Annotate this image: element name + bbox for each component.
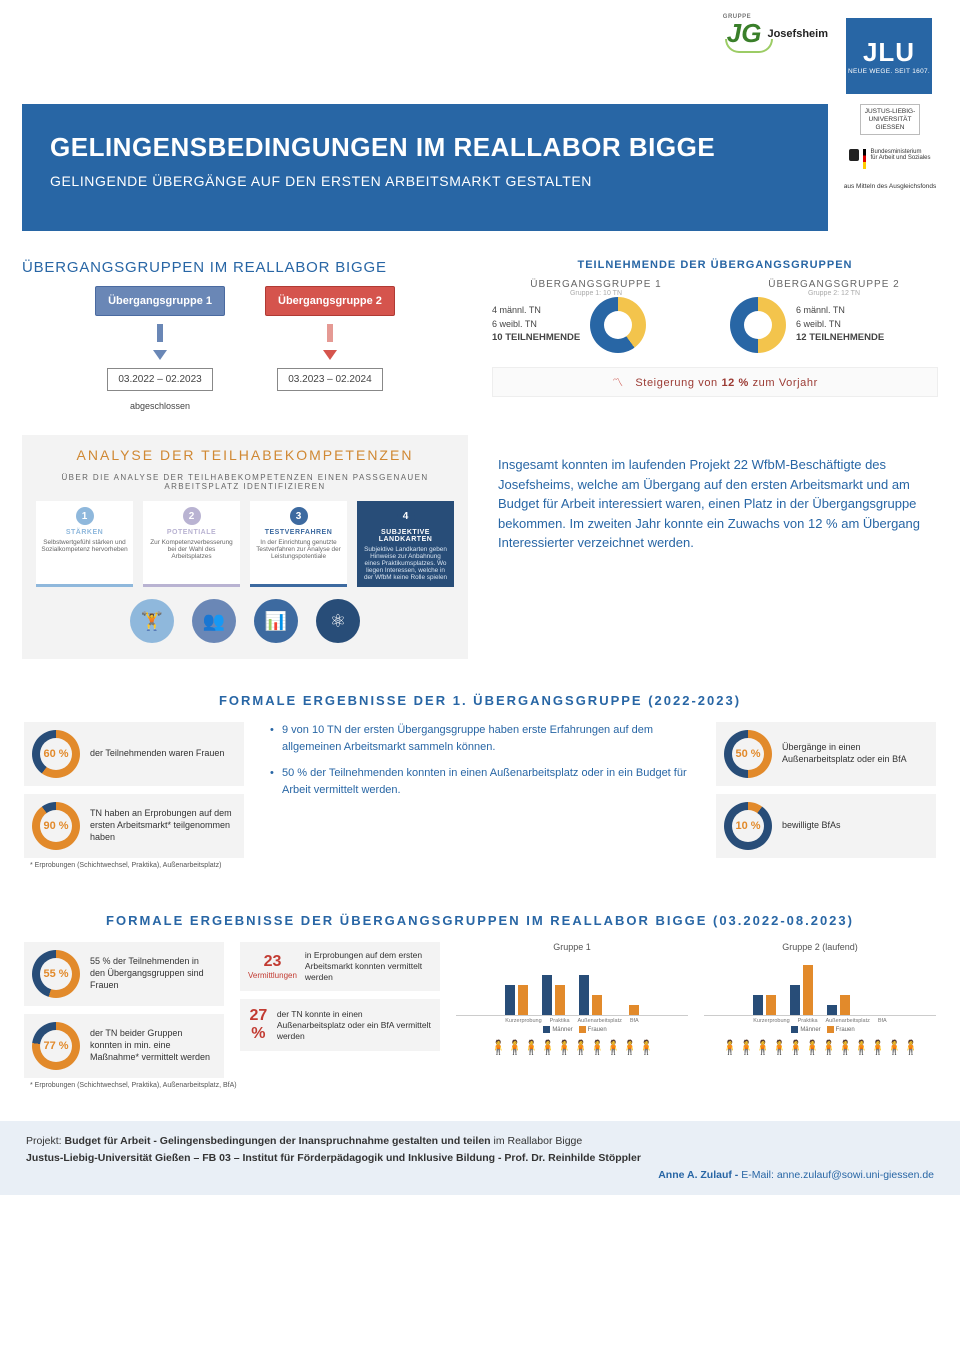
g1-sub: Gruppe 1: 10 TN xyxy=(492,290,700,297)
main-title: GELINGENSBEDINGUNGEN IM REALLABOR BIGGE xyxy=(50,132,800,163)
g1-head: ÜBERGANGSGRUPPE 1 xyxy=(492,279,700,290)
results2-title: FORMALE ERGEBNISSE DER ÜBERGANGSGRUPPEN … xyxy=(24,913,936,928)
footer: Projekt: Budget für Arbeit - Gelingensbe… xyxy=(0,1121,960,1195)
main-subtitle: GELINGENDE ÜBERGÄNGE AUF DEN ERSTEN ARBE… xyxy=(50,173,800,189)
chart-g2: Gruppe 2 (laufend) KurzerprobungPraktika… xyxy=(704,942,936,1056)
top-logo-row: JG Josefsheim JLU NEUE WEGE. SEIT 1607. xyxy=(22,18,938,94)
metric-row: 27 % der TN konnte in einen Außenarbeits… xyxy=(240,999,440,1051)
analysis-step: 3 TESTVERFAHREN In der Einrichtung genut… xyxy=(250,501,347,587)
transition-groups-panel: ÜBERGANGSGRUPPEN IM REALLABOR BIGGE Über… xyxy=(22,259,468,411)
analysis-step-icon: ⚛ xyxy=(316,599,360,643)
josefsheim-label: Josefsheim xyxy=(767,28,828,40)
g1-labels: 4 männl. TN 6 weibl. TN 10 TEILNEHMENDE xyxy=(492,304,580,345)
results1-left: 60 % der Teilnehmenden waren Frauen 90 %… xyxy=(24,722,244,866)
bullet: 9 von 10 TN der ersten Übergangsgruppe h… xyxy=(270,722,690,755)
analysis-step: 4 SUBJEKTIVE LANDKARTEN Subjektive Landk… xyxy=(357,501,454,587)
analysis-subtitle: ÜBER DIE ANALYSE DER TEILHABEKOMPETENZEN… xyxy=(36,473,454,491)
group1-flow: Übergangsgruppe 1 03.2022 – 02.2023 abge… xyxy=(95,286,225,411)
stat-item: 55 % 55 % der Teilnehmenden in den Überg… xyxy=(24,942,224,1006)
jg-logo: JG Josefsheim xyxy=(727,18,828,49)
results1-bullets: 9 von 10 TN der ersten Übergangsgruppe h… xyxy=(258,722,702,808)
summary-text: Insgesamt konnten im laufenden Projekt 2… xyxy=(492,435,938,659)
stat-item: 90 % TN haben an Erprobungen auf dem ers… xyxy=(24,794,244,858)
jlu-text: JLU xyxy=(863,37,915,68)
group2-flow: Übergangsgruppe 2 03.2023 – 02.2024 xyxy=(265,286,395,411)
people-row: 🧍🧍🧍🧍🧍🧍🧍🧍🧍🧍🧍🧍 xyxy=(704,1039,936,1056)
analysis-step-icon: 👥 xyxy=(192,599,236,643)
metric-row: 23Vermittlungen in Erprobungen auf dem e… xyxy=(240,942,440,991)
jg-mark: JG xyxy=(727,18,762,49)
analysis-step: 1 STÄRKEN Selbstwertgefühl stärken und S… xyxy=(36,501,133,587)
stat-item: 50 % Übergänge in einen Außenarbeitsplat… xyxy=(716,722,936,786)
results2-footnote: * Erprobungen (Schichtwechsel, Praktika)… xyxy=(24,1082,936,1089)
g2-labels: 6 männl. TN 6 weibl. TN 12 TEILNEHMENDE xyxy=(796,304,884,345)
stat-item: 10 % bewilligte BfAs xyxy=(716,794,936,858)
results2-panel: FORMALE ERGEBNISSE DER ÜBERGANGSGRUPPEN … xyxy=(22,903,938,1099)
group1-period: 03.2022 – 02.2023 xyxy=(107,368,212,391)
analysis-step: 2 POTENTIALE Zur Kompetenzverbesserung b… xyxy=(143,501,240,587)
results1-right: 50 % Übergänge in einen Außenarbeitsplat… xyxy=(716,722,936,866)
results2-left: 55 % 55 % der Teilnehmenden in den Überg… xyxy=(24,942,224,1086)
ausgleichsfonds-note: aus Mitteln des Ausgleichsfonds xyxy=(844,183,937,190)
increase-row: 〽 Steigerung von 12 % zum Vorjahr xyxy=(492,367,938,397)
results1-title: FORMALE ERGEBNISSE DER 1. ÜBERGANGSGRUPP… xyxy=(24,693,936,708)
participants-panel: TEILNEHMENDE DER ÜBERGANGSGRUPPEN ÜBERGA… xyxy=(492,259,938,411)
group2-period: 03.2023 – 02.2024 xyxy=(277,368,382,391)
results1-panel: FORMALE ERGEBNISSE DER 1. ÜBERGANGSGRUPP… xyxy=(22,683,938,879)
people-row: 🧍🧍🧍🧍🧍🧍🧍🧍🧍🧍 xyxy=(456,1039,688,1056)
analysis-step-icon: 📊 xyxy=(254,599,298,643)
stat-item: 77 % der TN beider Gruppen konnten in mi… xyxy=(24,1014,224,1078)
g2-head: ÜBERGANGSGRUPPE 2 xyxy=(730,279,938,290)
title-banner: GELINGENSBEDINGUNGEN IM REALLABOR BIGGE … xyxy=(22,104,828,231)
g1-donut xyxy=(590,297,646,353)
analysis-panel: ANALYSE DER TEILHABEKOMPETENZEN ÜBER DIE… xyxy=(22,435,468,659)
jlu-logo: JLU NEUE WEGE. SEIT 1607. xyxy=(846,18,932,94)
g2-sub: Gruppe 2: 12 TN xyxy=(730,290,938,297)
chart-g1: Gruppe 1 KurzerprobungPraktikaAußenarbei… xyxy=(456,942,688,1056)
participants-title: TEILNEHMENDE DER ÜBERGANGSGRUPPEN xyxy=(492,259,938,271)
g2-donut xyxy=(730,297,786,353)
sponsor-logos: JUSTUS-LIEBIG- UNIVERSITÄT GIESSEN Bunde… xyxy=(842,104,938,190)
transition-groups-title: ÜBERGANGSGRUPPEN IM REALLABOR BIGGE xyxy=(22,259,468,276)
uni-giessen-logo: JUSTUS-LIEBIG- UNIVERSITÄT GIESSEN xyxy=(860,104,921,135)
analysis-step-icon: 🏋 xyxy=(130,599,174,643)
trend-icon: 〽 xyxy=(612,377,624,389)
analysis-icons: 🏋 👥 📊 ⚛ xyxy=(36,599,454,643)
stat-item: 60 % der Teilnehmenden waren Frauen xyxy=(24,722,244,786)
group1-status: abgeschlossen xyxy=(130,401,190,411)
group2-chip: Übergangsgruppe 2 xyxy=(265,286,395,316)
bund-ministry-logo: Bundesministerium für Arbeit und Soziale… xyxy=(849,149,930,169)
analysis-title: ANALYSE DER TEILHABEKOMPETENZEN xyxy=(36,447,454,463)
jlu-tagline: NEUE WEGE. SEIT 1607. xyxy=(848,68,930,75)
results2-mid: 23Vermittlungen in Erprobungen auf dem e… xyxy=(240,942,440,1059)
bullet: 50 % der Teilnehmenden konnten in einen … xyxy=(270,765,690,798)
group1-chip: Übergangsgruppe 1 xyxy=(95,286,225,316)
analysis-steps: 1 STÄRKEN Selbstwertgefühl stärken und S… xyxy=(36,501,454,587)
